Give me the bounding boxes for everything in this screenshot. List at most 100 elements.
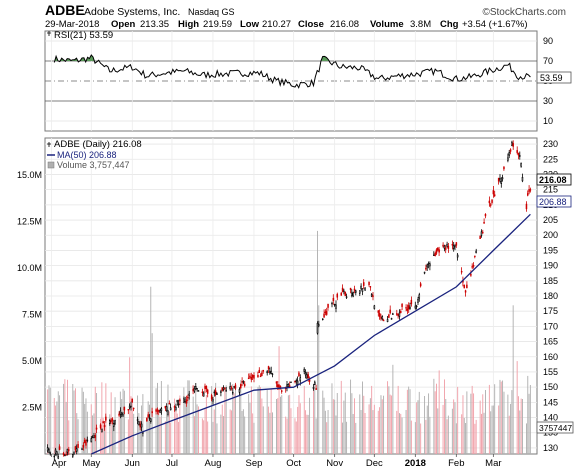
ma-line <box>91 213 531 455</box>
candle-body <box>169 407 172 411</box>
candle-body <box>317 324 320 327</box>
candle-body <box>177 403 180 406</box>
price-tick-label: 175 <box>543 306 558 316</box>
volume-bar <box>447 415 449 454</box>
volume-axis: 2.5M 5.0M 7.5M 10.0M 12.5M 15.0M <box>17 170 42 412</box>
volume-bar <box>123 390 125 454</box>
candle-body <box>308 379 311 382</box>
candle-body <box>507 157 509 161</box>
candle-body <box>392 313 394 315</box>
candle-body <box>214 390 217 395</box>
candle-body <box>406 308 409 311</box>
volume-bar <box>73 390 75 454</box>
candle-body <box>46 447 49 452</box>
candle-body <box>323 313 325 318</box>
price-tick-label: 145 <box>543 397 558 407</box>
candle-body <box>266 371 268 374</box>
volume-bar <box>503 391 505 454</box>
candle-body <box>362 282 365 286</box>
candle-body <box>354 290 357 293</box>
x-tick-label: Mar <box>485 458 501 469</box>
candle-body <box>500 180 503 185</box>
volume-bar <box>270 389 272 454</box>
candle-body <box>517 152 520 156</box>
candle-body <box>333 303 336 306</box>
candle-body <box>101 428 103 433</box>
volume-bar <box>451 408 453 454</box>
candle-body <box>483 222 485 224</box>
volume-bar <box>528 393 530 454</box>
volume-bar <box>167 384 169 454</box>
candle-body <box>229 386 231 390</box>
candle-body <box>388 314 390 318</box>
candle-body <box>475 250 477 254</box>
candle-body <box>340 292 343 296</box>
volume-bar <box>113 423 115 454</box>
volume-bar <box>352 414 354 454</box>
company-name: Adobe Systems, Inc. <box>84 6 180 18</box>
candle-body <box>447 245 450 249</box>
volume-legend-text: Volume 3,757,447 <box>57 160 130 170</box>
candle-body <box>529 189 532 191</box>
candle-body <box>451 244 454 246</box>
volume-bar <box>187 380 189 454</box>
volume-bar <box>94 386 96 454</box>
candle-body <box>216 393 218 396</box>
volume-bar <box>248 394 250 454</box>
volume-bar <box>322 390 324 454</box>
candle-body <box>370 294 373 297</box>
volume-bar <box>266 390 268 454</box>
volume-bar <box>205 395 207 454</box>
volume-bar <box>350 379 352 454</box>
candle-body <box>423 271 426 274</box>
candle-body <box>224 388 226 390</box>
candle-body <box>332 297 335 302</box>
volume-bar <box>211 386 213 454</box>
candle-body <box>358 290 361 294</box>
candle-body <box>261 372 263 376</box>
candle-body <box>230 387 233 389</box>
volume-bar <box>507 394 509 454</box>
candle-body <box>299 377 302 382</box>
candle-body <box>204 385 206 389</box>
volume-bar <box>391 395 393 454</box>
candle-body <box>193 387 196 392</box>
volume-bar <box>315 418 317 454</box>
candle-body <box>238 389 241 393</box>
candle-body <box>516 150 518 153</box>
candle-body <box>434 252 436 256</box>
candle-body <box>395 313 398 315</box>
candle-body <box>81 448 83 450</box>
candle-body <box>426 264 429 268</box>
candle-body <box>471 266 473 268</box>
candle-body <box>202 392 205 397</box>
volume-bar <box>465 423 467 454</box>
volume-bar <box>438 370 440 454</box>
candle-body <box>343 290 345 293</box>
candle-body <box>197 390 200 392</box>
candle-body <box>382 319 385 322</box>
ma-last-label: 206.88 <box>539 197 567 207</box>
volume-bar <box>55 405 57 454</box>
legend-candle-icon <box>47 142 51 147</box>
candle-body <box>364 287 366 291</box>
volume-bar <box>166 412 168 454</box>
volume-bar <box>289 394 291 454</box>
volume-bar <box>252 413 254 454</box>
candle-body <box>53 455 56 458</box>
volume-bar <box>368 404 370 454</box>
price-tick-label: 155 <box>543 367 558 377</box>
volume-bar <box>100 418 102 454</box>
price-tick-label: 140 <box>543 413 558 423</box>
volume-bar <box>85 398 87 454</box>
x-tick-label: Apr <box>52 458 67 469</box>
volume-bar <box>491 405 493 454</box>
candle-body <box>474 255 476 258</box>
volume-bar <box>527 375 529 454</box>
volume-bar <box>122 388 124 454</box>
volume-bar <box>457 386 459 454</box>
volume-bar <box>461 414 463 454</box>
volume-tick-label: 15.0M <box>17 170 42 180</box>
candle-body <box>142 432 144 434</box>
legend-marker-icon <box>47 31 51 36</box>
